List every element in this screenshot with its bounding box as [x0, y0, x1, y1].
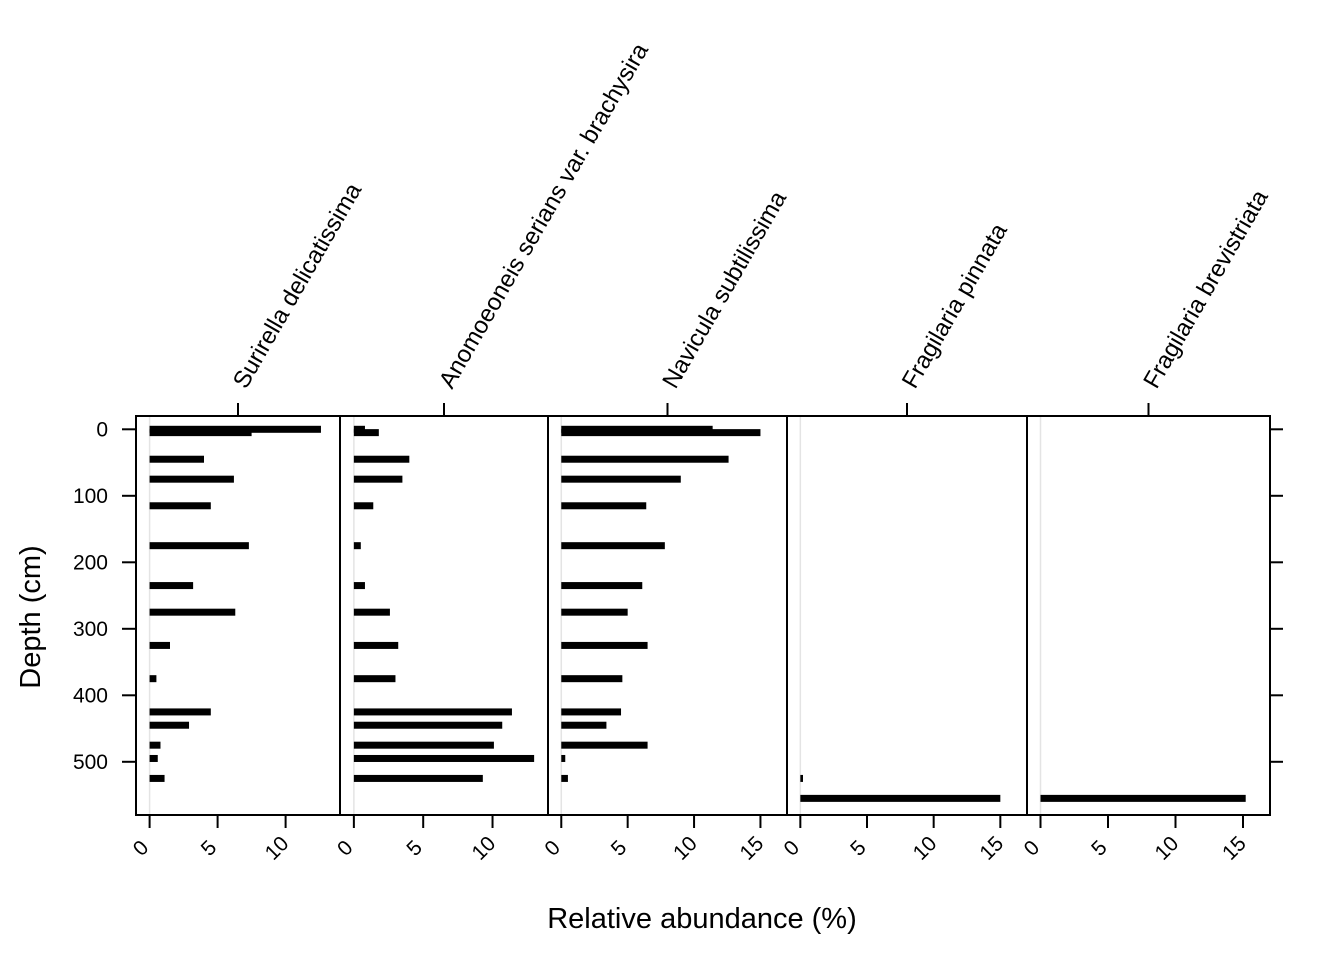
x-tick-label: 10: [1151, 832, 1184, 865]
panel-title: Fragilaria pinnata: [897, 218, 1013, 393]
y-tick-label: 0: [96, 418, 108, 441]
bar: [149, 754, 158, 762]
bar: [561, 542, 665, 550]
bar: [353, 429, 379, 437]
y-axis-title: Depth (cm): [15, 545, 47, 688]
x-tick-label: 10: [669, 832, 702, 865]
panel-3: Navicula subtilissima 0 5 10 15: [540, 186, 792, 865]
panel-title: Navicula subtilissima: [657, 186, 792, 393]
bar: [561, 754, 566, 762]
panel-5: Fragilaria brevistriata 0 5 10 15: [1020, 185, 1274, 865]
bar: [800, 794, 1001, 802]
bar: [353, 608, 390, 616]
bar: [353, 641, 399, 649]
x-tick-label: 5: [1087, 836, 1112, 861]
y-tick-label: 200: [73, 551, 108, 574]
x-tick-label: 5: [197, 836, 222, 861]
bar: [353, 721, 503, 729]
bar: [353, 708, 512, 716]
x-tick-label: 15: [735, 832, 768, 865]
panel-frame: [786, 415, 1028, 816]
x-tick-label: 10: [261, 832, 294, 865]
panel-2: Anomoeoneis serians var. brachysira 0 5 10: [333, 38, 654, 865]
x-tick-label: 5: [607, 836, 632, 861]
bar: [353, 754, 535, 762]
bar: [561, 582, 643, 590]
panel-frame: [1026, 415, 1271, 816]
y-tick-label: 500: [73, 751, 108, 774]
bar: [149, 542, 249, 550]
x-tick-label: 5: [402, 836, 427, 861]
bar: [149, 641, 170, 649]
bar: [561, 675, 623, 683]
bar: [353, 475, 403, 483]
bar: [149, 708, 211, 716]
x-tick-label: 0: [540, 836, 565, 861]
x-tick-label: 0: [129, 836, 154, 861]
bar: [561, 641, 648, 649]
y-axis-left: 0 100 200 300 400 500: [73, 418, 136, 774]
x-tick-label: 15: [1218, 832, 1251, 865]
bar: [561, 608, 628, 616]
bar: [353, 774, 483, 782]
bar: [800, 774, 803, 782]
x-tick-label: 5: [846, 836, 871, 861]
panel-title: Anomoeoneis serians var. brachysira: [434, 38, 654, 393]
y-tick-label: 400: [73, 684, 108, 707]
panel-title: Surirella delicatissima: [228, 178, 368, 393]
bar: [561, 429, 761, 437]
bar: [149, 475, 234, 483]
x-axis-title: Relative abundance (%): [547, 903, 857, 935]
x-tick-label: 10: [909, 832, 942, 865]
y-tick-label: 300: [73, 618, 108, 641]
bar: [149, 774, 165, 782]
bar: [353, 455, 410, 463]
bar: [561, 774, 568, 782]
y-tick-label: 100: [73, 485, 108, 508]
bar: [149, 455, 204, 463]
panel-1: Surirella delicatissima 0 5 10: [129, 178, 368, 865]
bar: [561, 741, 648, 749]
panel-4: Fragilaria pinnata 0 5 10 15: [779, 218, 1028, 865]
bar: [353, 675, 396, 683]
bar: [149, 582, 194, 590]
bar: [353, 582, 365, 590]
x-tick-label: 0: [1020, 836, 1045, 861]
x-tick-label: 0: [779, 836, 804, 861]
bar: [149, 675, 157, 683]
bar: [561, 721, 607, 729]
bar: [561, 708, 622, 716]
bar: [353, 502, 374, 510]
bar: [353, 741, 494, 749]
bar: [149, 741, 161, 749]
y-axis-right: [1270, 428, 1283, 763]
bar: [149, 608, 236, 616]
bar: [353, 542, 361, 550]
x-tick-label: 0: [333, 836, 358, 861]
panel-title: Fragilaria brevistriata: [1138, 185, 1274, 393]
bar: [561, 502, 647, 510]
bar: [1040, 794, 1246, 802]
x-tick-label: 10: [468, 832, 501, 865]
bar: [149, 721, 190, 729]
bar: [149, 502, 211, 510]
bar: [561, 475, 681, 483]
x-tick-label: 15: [975, 832, 1008, 865]
bar: [149, 429, 252, 437]
bar: [561, 455, 729, 463]
